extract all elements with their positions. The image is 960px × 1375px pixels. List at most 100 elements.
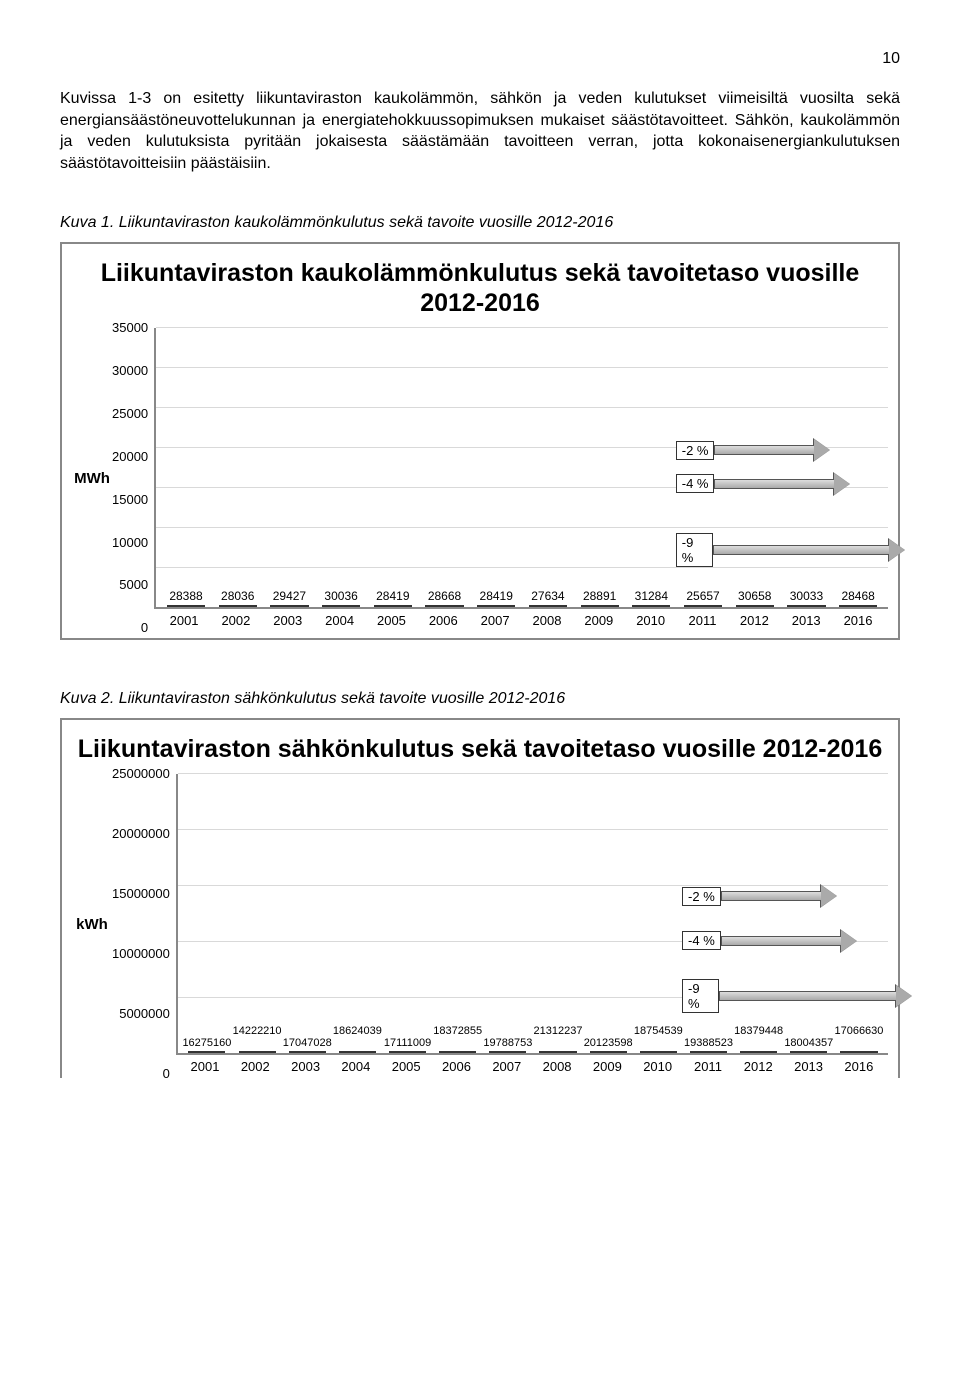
bar — [389, 1051, 426, 1053]
bar-value-label: 28419 — [480, 589, 513, 603]
bar-value-label: 27634 — [531, 589, 564, 603]
x-tick: 2012 — [733, 1059, 783, 1074]
bar — [539, 1051, 576, 1053]
bar-value-label: 20123598 — [584, 1037, 633, 1049]
annotation-arrow: -9 % — [676, 533, 906, 567]
bar-value-label: 29427 — [273, 589, 306, 603]
bar — [529, 605, 567, 607]
bar — [740, 1051, 777, 1053]
x-tick: 2004 — [314, 613, 366, 628]
bar-value-label: 19788753 — [483, 1037, 532, 1049]
annotation-arrow: -4 % — [676, 473, 851, 495]
x-tick: 2003 — [262, 613, 314, 628]
x-tick: 2007 — [469, 613, 521, 628]
bar-value-label: 30658 — [738, 589, 771, 603]
x-tick: 2004 — [331, 1059, 381, 1074]
annotation-label: -2 % — [682, 887, 721, 906]
bar-value-label: 17047028 — [283, 1037, 332, 1049]
annotation-label: -9 % — [682, 979, 719, 1013]
x-tick: 2005 — [381, 1059, 431, 1074]
bar — [239, 1051, 276, 1053]
bar — [439, 1051, 476, 1053]
x-tick: 2003 — [280, 1059, 330, 1074]
bar — [289, 1051, 326, 1053]
bar — [690, 1051, 727, 1053]
x-tick: 2005 — [366, 613, 418, 628]
bar-value-label: 17111009 — [384, 1037, 431, 1049]
bar — [425, 605, 463, 607]
chart1-plot: 28388 28036 29427 30036 28419 28668 28419 27634… — [154, 328, 888, 609]
bar-value-label: 16275160 — [182, 1037, 231, 1049]
x-tick: 2011 — [683, 1059, 733, 1074]
bar-value-label: 30033 — [790, 589, 823, 603]
bar-value-label: 18004357 — [784, 1037, 833, 1049]
bar — [219, 605, 257, 607]
x-tick: 2010 — [625, 613, 677, 628]
x-tick: 2008 — [532, 1059, 582, 1074]
intro-paragraph: Kuvissa 1-3 on esitetty liikuntaviraston… — [60, 88, 900, 174]
annotation-label: -4 % — [676, 474, 715, 493]
annotation-arrow: -2 % — [676, 439, 831, 461]
annotation-arrow: -9 % — [682, 979, 912, 1013]
bar — [736, 605, 774, 607]
bar — [489, 1051, 526, 1053]
chart2-ylabel: kWh — [72, 774, 112, 1074]
chart2-box: Liikuntaviraston sähkönkulutus sekä tavo… — [60, 718, 900, 1078]
annotation-arrow: -4 % — [682, 930, 857, 952]
bar — [787, 605, 825, 607]
bar-value-label: 28668 — [428, 589, 461, 603]
bar-value-label: 31284 — [635, 589, 668, 603]
chart2-title: Liikuntaviraston sähkönkulutus sekä tavo… — [72, 734, 888, 764]
x-tick: 2016 — [832, 613, 884, 628]
page-number: 10 — [60, 50, 900, 68]
annotation-label: -9 % — [676, 533, 713, 567]
bar-value-label: 18624039 — [333, 1025, 382, 1037]
bar-value-label: 30036 — [324, 589, 357, 603]
bar — [632, 605, 670, 607]
chart1-ylabel: MWh — [72, 328, 112, 628]
x-tick: 2009 — [573, 613, 625, 628]
chart1-box: Liikuntaviraston kaukolämmönkulutus sekä… — [60, 242, 900, 640]
bar — [684, 605, 722, 607]
bar — [270, 605, 308, 607]
chart1-caption: Kuva 1. Liikuntaviraston kaukolämmönkulu… — [60, 214, 900, 232]
chart1-yaxis: 35000300002500020000150001000050000 — [112, 328, 154, 628]
x-tick: 2006 — [431, 1059, 481, 1074]
chart1-title: Liikuntaviraston kaukolämmönkulutus sekä… — [72, 258, 888, 318]
chart2-xaxis: 2001200220032004200520062007200820092010… — [176, 1055, 888, 1074]
bar-value-label: 28891 — [583, 589, 616, 603]
x-tick: 2010 — [633, 1059, 683, 1074]
x-tick: 2001 — [158, 613, 210, 628]
x-tick: 2009 — [582, 1059, 632, 1074]
x-tick: 2012 — [728, 613, 780, 628]
chart2-yaxis: 2500000020000000150000001000000050000000 — [112, 774, 176, 1074]
x-tick: 2013 — [780, 613, 832, 628]
bar-value-label: 25657 — [686, 589, 719, 603]
bar-value-label: 14222210 — [233, 1025, 282, 1037]
chart2-plot: 1627516014222210170470281862403917111009… — [176, 774, 888, 1055]
bar-value-label: 28388 — [169, 589, 202, 603]
bar-value-label: 18754539 — [634, 1025, 683, 1037]
bar — [167, 605, 205, 607]
bar — [374, 605, 412, 607]
bar — [322, 605, 360, 607]
bar-value-label: 18379448 — [734, 1025, 783, 1037]
bar-value-label: 19388523 — [684, 1037, 733, 1049]
bar — [640, 1051, 677, 1053]
bar — [790, 1051, 827, 1053]
x-tick: 2002 — [210, 613, 262, 628]
chart1-xaxis: 2001200220032004200520062007200820092010… — [154, 609, 888, 628]
annotation-label: -2 % — [676, 441, 715, 460]
chart2-caption: Kuva 2. Liikuntaviraston sähkönkulutus s… — [60, 690, 900, 708]
bar — [839, 605, 877, 607]
bar-value-label: 28468 — [841, 589, 874, 603]
bar-value-label: 28036 — [221, 589, 254, 603]
x-tick: 2016 — [834, 1059, 884, 1074]
bar — [188, 1051, 225, 1053]
bar-value-label: 28419 — [376, 589, 409, 603]
bar — [581, 605, 619, 607]
bar-value-label: 17066630 — [834, 1025, 883, 1037]
annotation-arrow: -2 % — [682, 885, 837, 907]
x-tick: 2002 — [230, 1059, 280, 1074]
x-tick: 2013 — [783, 1059, 833, 1074]
